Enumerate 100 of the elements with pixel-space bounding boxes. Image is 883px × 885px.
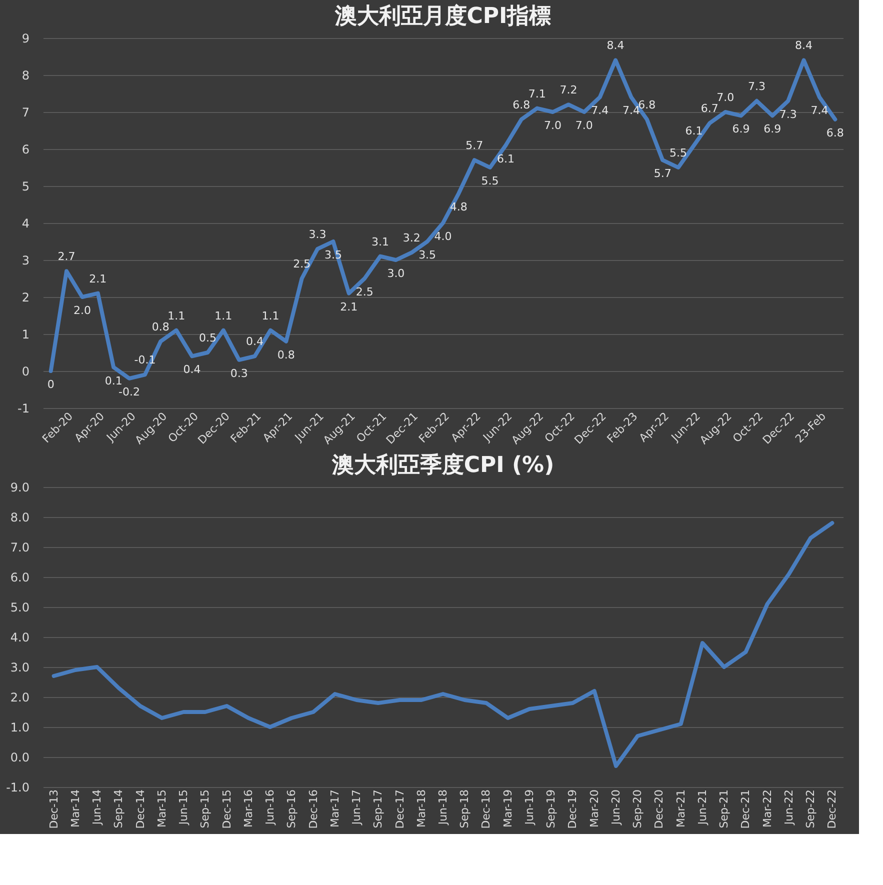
x-tick-label: Mar-22 [760, 790, 774, 828]
data-label: 0.1 [104, 374, 122, 388]
data-label: 0 [47, 378, 54, 391]
data-label: 6.9 [732, 122, 750, 136]
y-tick-label: 8.0 [10, 510, 30, 524]
x-tick-label: Jun-14 [90, 790, 104, 826]
data-label: 2.1 [340, 300, 358, 314]
x-tick-label: Sep-15 [198, 790, 212, 828]
y-tick-label: 2 [22, 290, 30, 304]
y-tick-label: 7.0 [10, 540, 30, 554]
chart-title: 澳大利亞月度CPI指標 [334, 3, 552, 29]
x-tick-label: Sep-19 [544, 790, 558, 828]
data-label: 2.0 [73, 304, 91, 317]
x-tick-label: Sep-22 [804, 790, 818, 828]
data-label: 7.0 [716, 91, 734, 104]
y-tick-label: 6.0 [10, 570, 30, 584]
x-tick-label: Mar-18 [414, 790, 428, 828]
data-label: 5.7 [654, 167, 672, 180]
data-label: 7.0 [544, 119, 562, 132]
y-tick-label: 4.0 [10, 630, 30, 644]
x-tick-label: Jun-19 [522, 790, 536, 826]
data-label: 0.4 [183, 363, 201, 376]
x-tick-label: Jun-21 [696, 790, 709, 826]
x-tick-label: Sep-14 [112, 790, 126, 828]
x-tick-label: Mar-19 [501, 790, 514, 828]
data-label: 2.5 [356, 286, 374, 298]
x-tick-label: Dec-20 [652, 790, 666, 829]
data-label: 2.1 [89, 272, 107, 286]
data-label: 6.8 [638, 98, 656, 112]
data-label: 2.7 [58, 250, 76, 264]
data-label: 8.4 [795, 39, 813, 52]
data-label: 7.2 [560, 84, 578, 97]
data-label: 5.5 [481, 174, 499, 188]
y-tick-label: 3.0 [10, 660, 30, 674]
y-tick-label: 5.0 [10, 600, 30, 614]
y-tick-label: 2.0 [10, 690, 30, 704]
x-tick-label: Mar-15 [155, 790, 168, 828]
data-label: 0.5 [198, 332, 216, 344]
x-tick-label: Dec-17 [393, 790, 406, 829]
data-label: 7.3 [779, 108, 797, 121]
data-label: 6.1 [496, 152, 514, 166]
data-label: 5.7 [466, 139, 484, 152]
data-label: 3.2 [402, 232, 420, 245]
x-tick-label: Dec-13 [47, 790, 60, 829]
data-label: 8.4 [606, 39, 624, 52]
data-label: 1.1 [262, 309, 280, 322]
x-tick-label: Mar-20 [588, 790, 601, 828]
x-tick-label: Jun-17 [350, 790, 364, 826]
data-label: 0.8 [277, 348, 295, 362]
y-tick-label: -1.0 [6, 780, 30, 794]
data-label: 0.3 [230, 366, 248, 380]
data-label: 3.3 [308, 228, 326, 241]
x-tick-label: Dec-14 [134, 790, 147, 829]
y-tick-label: 4 [22, 216, 30, 230]
data-label: 7.1 [528, 87, 546, 100]
data-label: 4.0 [434, 230, 452, 243]
x-tick-label: Sep-18 [458, 790, 472, 828]
x-tick-label: Dec-22 [826, 790, 839, 829]
data-label: 6.9 [764, 122, 782, 136]
x-tick-label: Mar-16 [242, 790, 255, 828]
data-label: 3.0 [387, 267, 405, 280]
chart-title: 澳大利亞季度CPI (%) [330, 452, 554, 478]
line-series [52, 521, 834, 768]
x-tick-label: Jun-16 [264, 790, 277, 826]
x-tick-label: Jun-15 [177, 790, 190, 826]
y-tick-label: 9.0 [10, 480, 30, 494]
data-label: 1.1 [168, 309, 186, 322]
x-tick-label: Sep-20 [631, 790, 644, 828]
y-tick-label: 5 [22, 180, 30, 194]
y-tick-label: 1 [22, 328, 30, 342]
x-tick-label: Dec-16 [306, 790, 320, 829]
y-tick-label: 7 [22, 106, 30, 120]
y-tick-label: 6 [22, 142, 30, 156]
x-tick-label: Dec-18 [480, 790, 493, 829]
x-tick-label: Jun-22 [782, 790, 796, 826]
data-label: 7.3 [748, 80, 766, 93]
y-tick-label: 9 [22, 32, 30, 46]
data-label: 6.1 [685, 124, 703, 138]
data-label: 7.4 [591, 104, 609, 118]
x-tick-label: Dec-19 [566, 790, 580, 829]
x-tick-label: Mar-17 [328, 790, 342, 828]
x-tick-label: Sep-16 [285, 790, 298, 828]
y-tick-label: 1.0 [10, 720, 30, 734]
data-label: 6.8 [826, 126, 844, 140]
y-tick-label: 8 [22, 68, 30, 82]
x-tick-label: Jun-18 [436, 790, 450, 826]
y-tick-label: 3 [22, 254, 30, 268]
y-tick-label: -1 [18, 402, 30, 416]
data-label: 7.0 [575, 119, 593, 132]
data-label: 6.7 [700, 102, 718, 116]
x-tick-label: Dec-21 [739, 790, 752, 829]
x-tick-label: Sep-17 [372, 790, 385, 828]
x-tick-label: Sep-21 [718, 790, 731, 828]
data-label: 7.4 [622, 104, 640, 118]
data-label: 5.5 [670, 146, 688, 160]
data-label: 6.8 [512, 98, 530, 112]
x-tick-label: Dec-15 [220, 790, 234, 829]
y-tick-label: 0 [22, 364, 30, 378]
data-label: 3.5 [418, 248, 436, 262]
data-label: 3.1 [372, 235, 390, 248]
